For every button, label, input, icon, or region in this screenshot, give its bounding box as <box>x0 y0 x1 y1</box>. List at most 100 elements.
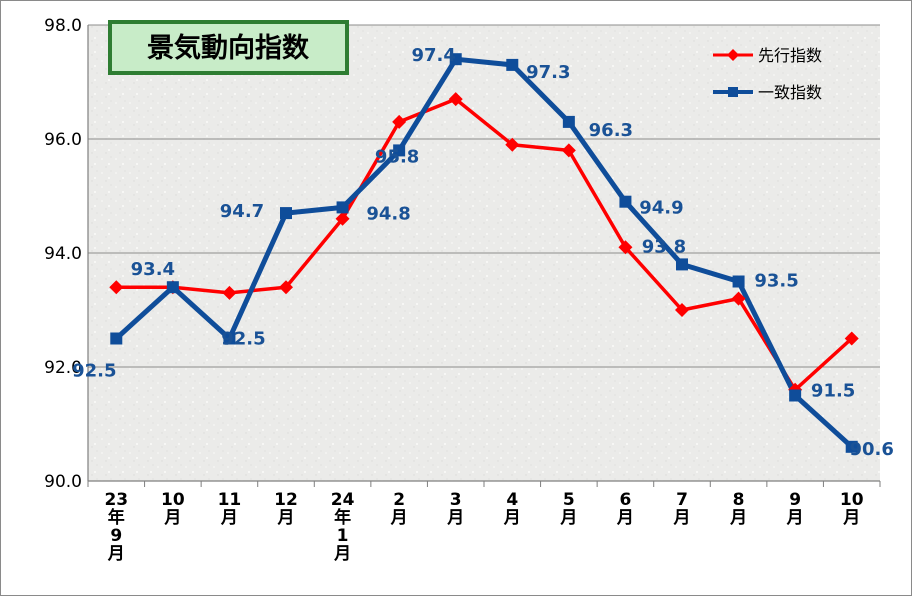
data-label: 96.3 <box>589 120 633 141</box>
data-label: 94.7 <box>220 201 264 222</box>
data-point <box>335 211 350 226</box>
x-tick-label: 10 月 <box>161 490 185 528</box>
data-point <box>619 195 632 208</box>
data-point <box>676 258 688 271</box>
data-point <box>392 114 407 129</box>
data-point <box>280 207 292 220</box>
x-tick-label-part: 11 <box>218 490 242 510</box>
x-tick-label-part: 月 <box>729 508 747 528</box>
x-tick-label-part: 24 <box>331 490 355 510</box>
data-point <box>505 137 520 152</box>
data-point <box>844 331 859 346</box>
x-tick-label: 23 年 9 月 <box>104 490 128 564</box>
x-tick-label-part: 月 <box>107 544 125 564</box>
x-tick-label-part: 年 <box>334 507 351 528</box>
data-label: 94.9 <box>639 198 683 219</box>
x-tick-label-part: 月 <box>559 508 577 528</box>
x-tick-label-part: 4 <box>506 490 518 510</box>
data-point <box>845 440 858 453</box>
data-point <box>561 143 576 158</box>
title-background <box>112 24 345 71</box>
data-label: 90.6 <box>850 439 894 460</box>
data-label: 93.8 <box>642 236 686 257</box>
data-label: 91.5 <box>811 381 855 402</box>
x-tick-label-part: 8 <box>733 490 745 510</box>
data-point <box>222 285 237 300</box>
y-tick-label: 90.0 <box>44 472 82 492</box>
data-point <box>336 201 349 214</box>
y-tick-label: 94.0 <box>44 244 82 264</box>
x-tick-label-part: 月 <box>842 508 860 528</box>
data-label: 95.8 <box>375 146 419 167</box>
legend-marker <box>728 87 738 97</box>
data-label: 92.5 <box>72 361 116 382</box>
series-group <box>109 53 859 453</box>
data-point <box>448 92 463 107</box>
x-tick-label-part: 1 <box>337 526 349 546</box>
x-tick-label-part: 10 <box>161 490 185 510</box>
x-tick-label-part: 5 <box>563 490 575 510</box>
data-point <box>166 281 179 294</box>
data-label: 97.3 <box>526 62 570 83</box>
x-tick-label-part: 月 <box>220 508 238 528</box>
x-tick-label-part: 月 <box>786 508 804 528</box>
series-line-2 <box>114 56 854 449</box>
data-label: 93.4 <box>131 259 175 280</box>
data-labels: 92.5 93.4 92.5 94.7 94.8 95.8 97.4 97.3 96.3 94.9… <box>72 45 894 460</box>
data-label: 92.5 <box>221 329 265 350</box>
x-tick-label-part: 7 <box>676 490 688 510</box>
legend-marker <box>727 49 739 61</box>
data-point <box>506 58 519 71</box>
data-point <box>279 280 293 295</box>
data-point <box>393 144 406 157</box>
x-tick-label-part: 6 <box>620 490 632 510</box>
x-tick-label-part: 2 <box>393 490 405 510</box>
data-point <box>109 280 124 295</box>
x-tick-label: 24 年 1 月 <box>331 490 355 564</box>
x-tick-label-part: 月 <box>333 544 351 564</box>
x-tick-label-part: 10 <box>840 490 864 510</box>
x-tick-label-part: 月 <box>616 508 634 528</box>
data-point <box>789 389 802 402</box>
legend-label: 先行指数 <box>758 46 822 65</box>
x-tick-label-part: 3 <box>450 490 462 510</box>
series-line-1 <box>116 97 853 392</box>
data-label: 93.5 <box>754 271 798 292</box>
y-tick-label: 92.0 <box>44 358 82 378</box>
chart-title: 景気動向指数 <box>147 32 310 64</box>
x-tick-label-part: 23 <box>104 490 128 510</box>
data-point <box>731 291 746 306</box>
y-tick-label: 96.0 <box>44 130 82 150</box>
x-tick-label-part: 月 <box>163 508 181 528</box>
data-point <box>449 53 462 66</box>
x-tick-label: 11 月 <box>218 490 242 528</box>
x-tick-label-part: 年 <box>108 507 125 528</box>
y-tick-label: 98.0 <box>44 16 82 36</box>
x-tick-label-part: 12 <box>274 490 298 510</box>
x-tick-label: 10 月 <box>840 490 864 528</box>
chart-title-box: 景気動向指数 <box>108 20 349 75</box>
x-tick-label-part: 月 <box>277 508 295 528</box>
x-tick-label-part: 月 <box>446 508 464 528</box>
x-axis: 23 年 9 月10 月11 月12 月24 年 1 月2 月3 月4 月5 月6 月7 月8 月9 月10 月 <box>87 480 881 564</box>
x-tick-label-part: 月 <box>673 508 691 528</box>
legend-label: 一致指数 <box>758 83 822 102</box>
data-label: 97.4 <box>412 45 456 66</box>
data-point <box>562 115 575 128</box>
y-axis: 90.0 92.0 94.0 96.0 98.0 <box>44 16 89 492</box>
x-tick-label: 12 月 <box>274 490 298 528</box>
x-tick-label-part: 月 <box>503 508 521 528</box>
data-point <box>732 275 745 288</box>
data-point <box>618 240 633 255</box>
